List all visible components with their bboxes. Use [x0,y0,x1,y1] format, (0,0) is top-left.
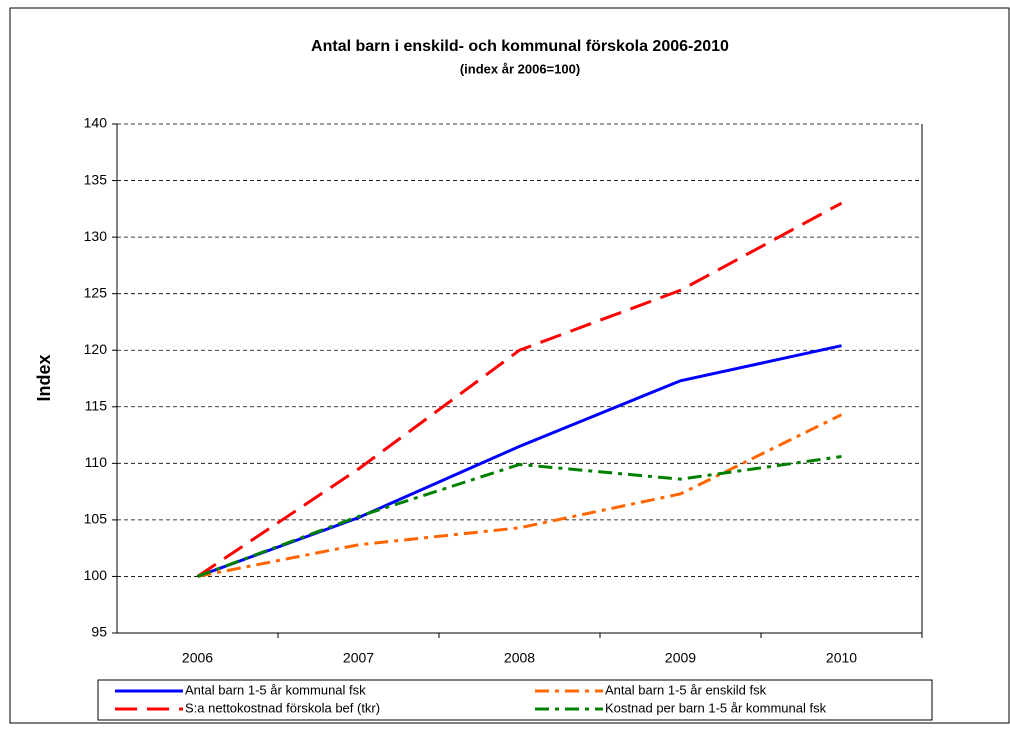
series-line [196,344,842,578]
y-tick-label: 135 [84,171,108,187]
plot-area [117,124,922,633]
y-tick-label: 120 [84,341,108,357]
chart-title: Antal barn i enskild- och kommunal försk… [311,38,729,55]
legend [97,679,933,721]
chart-subtitle: (index år 2006=100) [460,61,580,76]
y-tick-label: 105 [84,511,108,527]
y-tick-label: 130 [84,228,108,244]
x-tick-label: 2007 [343,650,374,666]
series-line [196,455,842,578]
x-tick-label: 2009 [665,650,696,666]
x-tick-label: 2008 [504,650,535,666]
legend-label: S:a nettokostnad förskola bef (tkr) [185,700,380,715]
y-tick-label: 110 [85,454,108,470]
y-tick-label: 100 [84,567,108,583]
x-tick-label: 2010 [826,650,857,666]
y-tick-label: 115 [85,397,108,413]
series-line [196,201,843,578]
y-tick-label: 140 [84,115,108,131]
y-axis-label: Index [34,354,54,401]
legend-label: Kostnad per barn 1-5 år kommunal fsk [605,700,827,715]
x-tick-label: 2006 [182,650,213,666]
y-tick-label: 95 [91,624,107,640]
series-line [197,413,843,578]
legend-label: Antal barn 1-5 år kommunal fsk [185,682,366,697]
y-tick-label: 125 [84,284,108,300]
legend-label: Antal barn 1-5 år enskild fsk [605,682,767,697]
